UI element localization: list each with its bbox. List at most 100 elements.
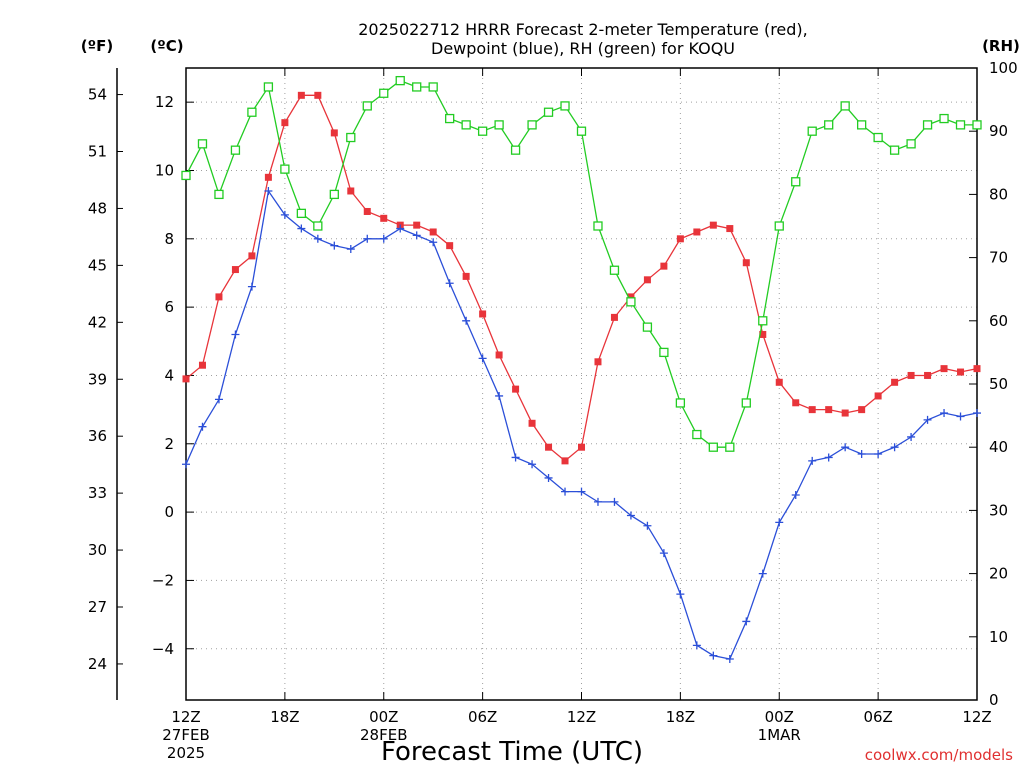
x-tick-label: 00Z [369,708,398,726]
temperature-point [940,365,948,373]
dewpoint-point [264,186,273,195]
fahrenheit-tick-label: 54 [88,86,107,104]
dewpoint-point [742,617,751,626]
rh-point [560,101,570,111]
dewpoint-point [346,245,355,254]
temperature-point [841,409,849,417]
rh-point [593,221,603,231]
x-tick-label: 12Z [171,708,200,726]
rh-tick-label: 80 [989,185,1008,203]
rh-point [428,82,438,92]
dewpoint-point [544,473,553,482]
x-tick-label: 06Z [468,708,497,726]
rh-point [494,120,504,130]
dewpoint-point [890,443,899,452]
temperature-point [429,228,437,236]
temperature-point [182,375,190,383]
temperature-point [775,378,783,386]
temperature-point [858,406,866,414]
dewpoint-point [363,234,372,243]
temperature-point [874,392,882,400]
rh-point [807,126,817,136]
temperature-point [808,406,816,414]
dewpoint-point [313,234,322,243]
dewpoint-point [231,330,240,339]
rh-point [527,120,537,130]
rh-point [576,126,587,136]
unit-label-fahrenheit: (ºF) [81,37,113,55]
temperature-point [479,310,487,318]
temperature-point [248,252,256,260]
rh-point [461,120,471,130]
temperature-point [363,207,371,215]
dewpoint-point [659,549,668,558]
celsius-tick-label: 8 [164,230,174,248]
dewpoint-point [857,450,866,459]
dewpoint-point [593,497,602,506]
dewpoint-point [791,491,800,500]
celsius-tick-label: 4 [164,366,174,384]
dewpoint-point [643,521,652,530]
temperature-point [907,371,915,379]
dewpoint-point [528,460,537,469]
dewpoint-point [940,409,949,418]
temperature-point [891,378,899,386]
rh-tick-label: 40 [989,438,1008,456]
temperature-point [495,351,503,359]
rh-point [609,265,620,275]
fahrenheit-tick-label: 27 [88,598,107,616]
celsius-tick-label: 10 [155,161,174,179]
x-tick-sublabel-year: 2025 [167,744,205,762]
dewpoint-point [429,238,438,247]
rh-point [477,126,488,136]
celsius-tick-label: −4 [152,640,174,658]
rh-point [922,120,933,130]
temperature-point [528,419,536,427]
axes: 121086420−2−4545148454239363330272410090… [88,59,1018,762]
temperature-point [297,91,305,99]
temperature-point [742,259,750,267]
dewpoint-point [758,569,767,578]
fahrenheit-tick-label: 39 [88,370,107,388]
temperature-point [627,293,635,301]
rh-point [197,139,208,149]
temperature-point [643,276,651,284]
dewpoint-point [725,655,734,664]
dewpoint-point [692,641,701,650]
dewpoint-point [841,443,850,452]
rh-point [362,101,372,111]
temperature-point [792,399,800,407]
dewpoint-point [923,415,932,424]
temperature-point [676,235,684,243]
celsius-tick-label: 6 [164,298,174,316]
rh-point [873,132,883,143]
chart-title-line2: Dewpoint (blue), RH (green) for KOQU [431,39,735,58]
dewpoint-point [280,210,289,219]
dewpoint-point [182,460,190,469]
temperature-point [545,443,553,451]
dewpoint-point [775,518,784,527]
rh-point [708,442,718,452]
temperature-point [578,443,585,451]
rh-point [972,120,982,130]
rh-tick-label: 50 [989,375,1008,393]
rh-point [247,107,257,117]
temperature-point [759,330,767,338]
temperature-point [446,242,454,250]
rh-tick-label: 30 [989,501,1008,519]
x-tick-label: 06Z [863,708,892,726]
rh-point [346,132,356,143]
dewpoint-point [709,651,718,660]
rh-tick-label: 60 [989,312,1008,330]
rh-point [758,316,768,326]
fahrenheit-tick-label: 48 [88,199,107,217]
x-tick-sublabel-date: 28FEB [360,726,407,744]
temperature-point [215,293,223,301]
fahrenheit-tick-label: 24 [88,655,107,673]
x-tick-label: 00Z [765,708,794,726]
fahrenheit-tick-label: 36 [88,427,107,445]
temperature-point [198,361,206,369]
rh-point [675,398,686,408]
rh-point [412,82,422,92]
x-tick-sublabel-date: 1MAR [758,726,801,744]
